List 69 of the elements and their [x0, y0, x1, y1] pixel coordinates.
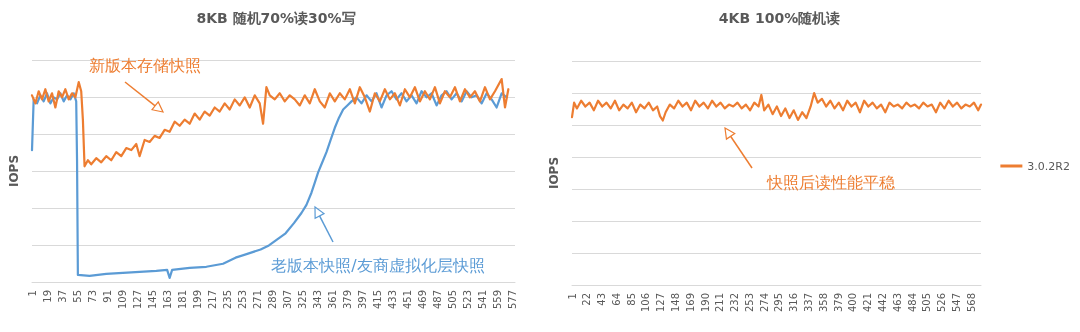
x-tick-label: 379	[341, 290, 353, 310]
x-tick-label: 523	[461, 290, 473, 310]
x-tick-label: 274	[758, 293, 770, 313]
x-tick-label: 307	[281, 290, 293, 310]
x-tick-label: 181	[176, 290, 188, 310]
x-tick-label: 577	[507, 290, 518, 310]
y-axis-title: IOPS	[547, 156, 561, 190]
y-axis-title: IOPS	[7, 154, 21, 188]
x-tick-label: 433	[386, 290, 398, 310]
x-tick-label: 232	[729, 293, 741, 313]
x-tick-label: 400	[847, 293, 859, 313]
x-tick-label: 217	[206, 290, 218, 310]
x-tick-label: 19	[41, 290, 53, 303]
x-tick-label: 253	[236, 290, 248, 310]
x-tick-label: 568	[965, 293, 977, 313]
x-tick-label: 109	[116, 290, 128, 310]
x-tick-label: 421	[862, 293, 874, 313]
x-tick-label: 169	[684, 293, 696, 313]
x-tick-label: 547	[950, 293, 962, 313]
x-tick-label: 415	[371, 290, 383, 310]
x-tick-label: 148	[669, 293, 681, 313]
x-tick-label: 253	[743, 293, 755, 313]
x-tick-label: 55	[71, 290, 83, 303]
x-tick-label: 106	[640, 293, 652, 313]
x-tick-label: 22	[581, 293, 593, 306]
x-tick-label: 397	[356, 290, 368, 310]
x-tick-label: 358	[817, 293, 829, 313]
x-tick-label: 316	[788, 293, 800, 313]
x-tick-label: 145	[146, 290, 158, 310]
x-tick-label: 442	[876, 293, 888, 313]
x-tick-label: 199	[191, 290, 203, 310]
x-tick-label: 73	[86, 290, 98, 303]
x-tick-label: 271	[251, 290, 263, 310]
x-tick-label: 37	[56, 290, 68, 303]
x-tick-label: 64	[610, 293, 622, 306]
x-tick-label: 559	[491, 290, 503, 310]
x-tick-label: 163	[161, 290, 173, 310]
x-tick-label: 337	[803, 293, 815, 313]
x-tick-label: 325	[296, 290, 308, 310]
x-tick-label: 451	[401, 290, 413, 310]
annotation: 快照后读性能平稳	[766, 172, 895, 192]
x-tick-label: 295	[773, 293, 785, 313]
x-tick-label: 235	[221, 290, 233, 310]
x-tick-label: 343	[311, 290, 323, 310]
x-tick-label: 487	[431, 290, 443, 310]
x-tick-label: 190	[699, 293, 711, 313]
x-tick-label: 379	[832, 293, 844, 313]
x-tick-label: 469	[416, 290, 428, 310]
x-tick-label: 289	[266, 290, 278, 310]
text: 新版本存储快照	[89, 55, 201, 75]
x-tick-label: 484	[906, 293, 918, 313]
x-tick-label: 361	[326, 290, 338, 310]
x-tick-label: 43	[596, 293, 608, 306]
x-tick-label: 1	[566, 293, 578, 300]
chart-title: 8KB 随机70%读30%写	[196, 10, 356, 26]
x-tick-label: 526	[936, 293, 948, 313]
x-tick-label: 541	[476, 290, 488, 310]
x-tick-label: 1	[26, 290, 38, 297]
x-tick-label: 505	[921, 293, 933, 313]
x-tick-label: 463	[891, 293, 903, 313]
x-tick-label: 91	[101, 290, 113, 303]
x-tick-label: 505	[446, 290, 458, 310]
x-tick-label: 127	[131, 290, 143, 310]
x-tick-label: 211	[714, 293, 726, 313]
annotation: 老版本快照/友商虚拟化层快照	[271, 255, 485, 275]
chart-title: 4KB 100%随机读	[718, 10, 841, 26]
legend-label: 3.0.2R2	[1027, 159, 1071, 173]
x-tick-label: 127	[655, 293, 667, 313]
x-tick-label: 85	[625, 293, 637, 306]
